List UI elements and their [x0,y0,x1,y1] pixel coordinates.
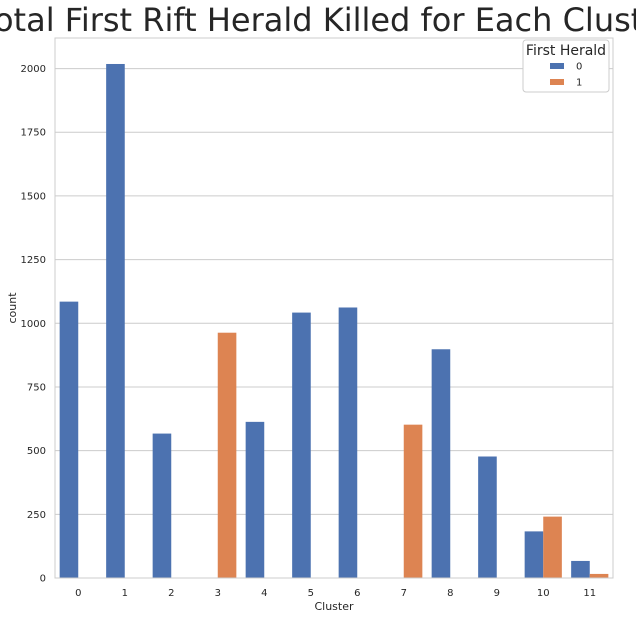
legend-swatch-1 [550,79,564,85]
y-tick-label: 1250 [21,255,46,266]
legend-label-1: 1 [576,78,582,89]
y-tick-label: 1500 [21,191,46,202]
y-tick-label: 1000 [21,319,46,330]
y-tick-label: 250 [27,510,46,521]
bar-cluster-10-herald-0 [524,531,544,578]
bars [59,63,609,578]
x-tick-label: 4 [261,588,267,599]
legend-box [522,39,610,93]
y-tick-label: 1750 [21,128,46,139]
x-tick-label: 6 [354,588,360,599]
x-tick-label: 9 [494,588,500,599]
x-tick-label: 10 [537,588,550,599]
x-axis-label: Cluster [314,600,354,613]
bar-cluster-9-herald-0 [478,456,497,578]
bar-cluster-5-herald-0 [292,312,311,578]
x-tick-label: 7 [401,588,407,599]
bar-cluster-3-herald-1 [217,332,237,578]
y-tick-labels: 0 250 500 750 1000 1250 1500 1750 2000 [21,64,46,584]
bar-cluster-1-herald-0 [106,63,125,578]
bar-cluster-7-herald-1 [403,424,423,578]
legend: First Herald 0 1 [522,39,610,93]
plot-frame [54,37,614,579]
legend-label-0: 0 [576,62,582,73]
x-tick-label: 11 [583,588,596,599]
y-tick-label: 500 [27,446,46,457]
x-tick-labels: 0 1 2 3 4 5 6 7 8 9 10 11 [75,588,596,599]
x-tick-label: 0 [75,588,81,599]
gridlines [55,68,613,579]
chart-title: Total First Rift Herald Killed for Each … [0,1,636,39]
x-tick-label: 5 [308,588,314,599]
bar-cluster-11-herald-1 [589,573,609,578]
x-tick-label: 1 [122,588,128,599]
y-tick-label: 750 [27,382,46,393]
x-tick-label: 3 [215,588,221,599]
x-tick-label: 2 [168,588,174,599]
bar-cluster-2-herald-0 [152,433,172,578]
bar-cluster-8-herald-0 [431,349,451,578]
y-tick-label: 2000 [21,64,46,75]
legend-title: First Herald [526,43,606,59]
bar-cluster-6-herald-0 [338,307,358,578]
y-tick-label: 0 [40,574,46,585]
x-tick-label: 8 [447,588,453,599]
legend-swatch-0 [550,63,564,69]
bar-cluster-10-herald-1 [543,516,562,578]
bar-cluster-0-herald-0 [59,301,79,578]
bar-cluster-11-herald-0 [571,560,590,578]
y-axis-label: count [6,292,19,324]
bar-cluster-4-herald-0 [245,421,265,578]
